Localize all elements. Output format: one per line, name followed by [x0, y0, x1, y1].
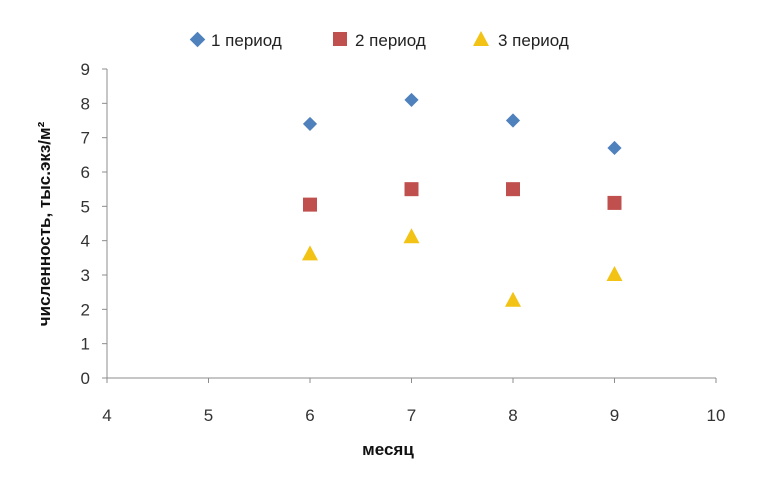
series-2 — [303, 182, 622, 212]
series-3 — [302, 228, 623, 307]
y-tick-label: 9 — [81, 60, 90, 79]
data-point-square — [404, 182, 419, 197]
legend-marker-diamond — [189, 31, 206, 48]
data-point-triangle — [403, 228, 420, 244]
legend-marker-square — [333, 32, 347, 46]
x-tick-label: 9 — [610, 406, 619, 425]
legend-item-2: 2 период — [333, 31, 426, 50]
y-tick-label: 5 — [81, 197, 90, 216]
data-point-diamond — [607, 140, 622, 156]
series-1 — [302, 92, 622, 156]
legend-label-3: 3 период — [498, 31, 569, 50]
legend-marker-triangle — [473, 31, 489, 46]
data-point-triangle — [505, 291, 521, 307]
data-point-diamond — [505, 113, 521, 128]
y-tick-label: 8 — [81, 94, 90, 113]
x-axis-title: месяц — [362, 440, 414, 459]
y-tick-label: 1 — [81, 335, 90, 354]
y-tick-label: 4 — [81, 232, 90, 251]
y-axis-title: численность, тыс.экз/м² — [35, 121, 54, 326]
x-tick-label: 5 — [204, 406, 213, 425]
data-point-triangle — [302, 245, 318, 261]
x-tick-label: 8 — [508, 406, 517, 425]
x-tick-label: 7 — [407, 406, 416, 425]
y-tick-label: 7 — [81, 129, 90, 148]
x-tick-label: 4 — [102, 406, 111, 425]
data-point-diamond — [404, 92, 419, 107]
legend-label-1: 1 период — [211, 31, 282, 50]
ticks: 0 1 2 3 4 5 6 7 8 9 4 5 6 7 8 9 10 — [81, 60, 726, 425]
data-point-square — [607, 195, 622, 210]
axes — [106, 69, 716, 379]
x-tick-label: 6 — [305, 406, 314, 425]
data-point-square — [303, 197, 317, 212]
legend: 1 период 2 период 3 период — [189, 31, 569, 50]
data-point-triangle — [606, 266, 623, 281]
data-point-diamond — [302, 116, 318, 132]
data-point-square — [506, 182, 520, 197]
y-tick-label: 0 — [81, 369, 90, 388]
x-tick-label: 10 — [707, 406, 726, 425]
y-tick-label: 2 — [81, 300, 90, 319]
legend-item-1: 1 период — [189, 31, 282, 50]
y-tick-label: 6 — [81, 163, 90, 182]
y-tick-label: 3 — [81, 266, 90, 285]
legend-label-2: 2 период — [355, 31, 426, 50]
legend-item-3: 3 период — [473, 31, 569, 50]
data-points — [302, 92, 623, 307]
